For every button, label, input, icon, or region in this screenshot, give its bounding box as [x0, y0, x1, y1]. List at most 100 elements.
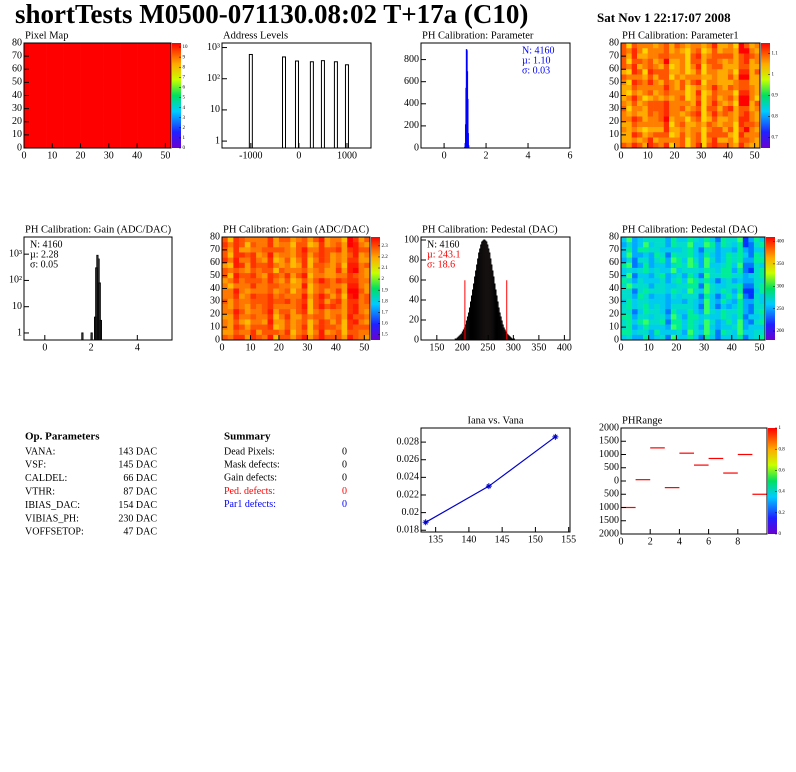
heatmap-texture — [676, 247, 683, 253]
heatmap-texture — [244, 257, 251, 264]
heatmap-texture — [727, 79, 734, 86]
heatmap-texture — [318, 257, 325, 264]
marker — [422, 519, 429, 526]
marker — [552, 433, 559, 440]
heatmap-texture — [658, 53, 665, 60]
heatmap-texture — [227, 329, 234, 336]
heatmap-texture — [663, 116, 670, 123]
y-tick-label: 2000 — [599, 528, 619, 539]
heatmap-texture — [687, 309, 694, 315]
heatmap-texture — [103, 142, 110, 149]
heatmap-texture — [364, 267, 371, 274]
heatmap-texture — [704, 334, 710, 341]
heatmap-texture — [654, 309, 661, 315]
summary-value: 0 — [342, 459, 347, 470]
heatmap-texture — [40, 64, 47, 70]
heatmap-texture — [637, 247, 644, 253]
heatmap-texture — [364, 237, 371, 243]
z-tick-label: 1 — [183, 136, 186, 141]
z-tick-label: 2.1 — [382, 266, 389, 271]
heatmap-texture — [91, 90, 98, 96]
heatmap-texture — [142, 69, 149, 75]
heatmap-texture — [748, 314, 755, 320]
heatmap-texture — [709, 283, 716, 289]
heatmap-texture — [658, 74, 665, 81]
heatmap-texture — [239, 319, 246, 325]
y-tick-label: 200 — [404, 120, 419, 131]
heatmap-texture — [722, 58, 729, 65]
heatmap-texture — [637, 64, 643, 70]
heatmap-texture — [715, 298, 721, 305]
heatmap-texture — [69, 85, 76, 91]
heatmap-texture — [40, 43, 47, 49]
heatmap-texture — [733, 137, 739, 144]
heatmap-texture — [347, 283, 354, 289]
heatmap-texture — [24, 85, 30, 91]
heatmap-texture — [114, 79, 121, 86]
heatmap-texture — [137, 48, 144, 54]
heatmap-texture — [29, 95, 36, 102]
heatmap-texture — [97, 121, 104, 128]
heatmap-texture — [239, 298, 246, 305]
heatmap-texture — [273, 329, 280, 336]
x-tick-label: 155 — [561, 534, 576, 545]
heatmap-texture — [341, 237, 348, 243]
heatmap-texture — [278, 273, 285, 279]
heatmap-texture — [108, 74, 115, 81]
heatmap-texture — [733, 64, 739, 70]
heatmap-texture — [698, 262, 705, 269]
panel-title: Iana vs. Vana — [467, 415, 523, 426]
heatmap-texture — [244, 283, 251, 289]
heatmap-texture — [120, 121, 127, 128]
heatmap-texture — [722, 127, 729, 133]
y-tick-label: 2000 — [599, 422, 619, 433]
heatmap-texture — [695, 127, 702, 133]
heatmap-texture — [131, 137, 138, 144]
heatmap-texture — [709, 293, 716, 300]
heatmap-texture — [261, 257, 268, 264]
heatmap-texture — [704, 257, 710, 264]
heatmap-texture — [643, 329, 649, 336]
heatmap-texture — [621, 293, 627, 300]
heatmap-texture — [284, 273, 291, 279]
heatmap-texture — [720, 293, 727, 300]
x-tick-label: 6 — [706, 536, 711, 547]
heatmap-texture — [693, 319, 699, 325]
heatmap-texture — [284, 262, 291, 269]
heatmap-texture — [654, 278, 661, 284]
heatmap-texture — [120, 90, 127, 96]
heatmap-texture — [313, 324, 320, 330]
heatmap-texture — [74, 74, 81, 81]
heatmap-texture — [233, 247, 240, 253]
heatmap-texture — [244, 278, 251, 284]
heatmap-texture — [131, 53, 138, 60]
heatmap-texture — [720, 262, 727, 269]
heatmap-texture — [711, 106, 718, 112]
heatmap-texture — [154, 69, 160, 75]
heatmap-texture — [261, 298, 268, 305]
heatmap-texture — [685, 121, 691, 128]
heatmap-texture — [227, 278, 234, 284]
heatmap-texture — [307, 267, 314, 274]
heatmap-texture — [690, 64, 697, 70]
z-tick-label: 7 — [183, 75, 186, 80]
heatmap-texture — [715, 303, 721, 310]
heatmap-texture — [676, 242, 683, 248]
heatmap-texture — [358, 283, 365, 289]
heatmap-texture — [267, 267, 274, 274]
heatmap-texture — [35, 127, 42, 133]
parameter-name: VANA: — [25, 446, 55, 457]
heatmap-texture — [103, 106, 110, 112]
heatmap-texture — [80, 85, 87, 91]
heatmap-texture — [244, 267, 251, 274]
heatmap-texture — [165, 127, 172, 133]
heatmap-texture — [250, 273, 257, 279]
y-tick-label: 0.018 — [397, 525, 420, 536]
heatmap-texture — [698, 237, 705, 243]
heatmap-texture — [679, 132, 686, 138]
heatmap-texture — [364, 288, 371, 294]
heatmap-texture — [250, 314, 257, 320]
heatmap-texture — [658, 137, 665, 144]
heatmap-texture — [674, 137, 681, 144]
heatmap-texture — [239, 309, 246, 315]
